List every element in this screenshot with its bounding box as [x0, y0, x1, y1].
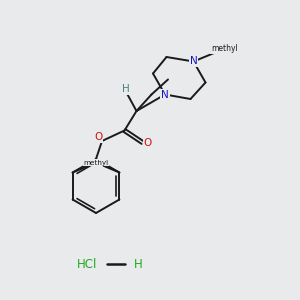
- Text: N: N: [190, 56, 197, 67]
- Text: methyl: methyl: [211, 44, 238, 53]
- Text: methyl: methyl: [84, 160, 109, 166]
- Text: methyl: methyl: [83, 160, 108, 166]
- Text: O: O: [94, 132, 102, 142]
- Text: H: H: [134, 257, 142, 271]
- Text: HCl: HCl: [77, 257, 97, 271]
- Text: H: H: [122, 84, 130, 94]
- Text: O: O: [143, 138, 152, 148]
- Text: N: N: [161, 89, 169, 100]
